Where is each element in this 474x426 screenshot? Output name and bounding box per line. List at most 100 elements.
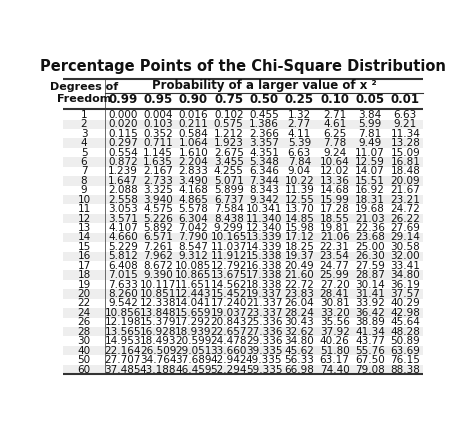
Text: 0.211: 0.211 — [179, 119, 208, 130]
Text: 5.229: 5.229 — [108, 242, 138, 252]
Text: 66.98: 66.98 — [284, 365, 314, 374]
Text: 0.000: 0.000 — [108, 110, 137, 120]
Text: 3.357: 3.357 — [249, 138, 279, 148]
Text: 22.72: 22.72 — [284, 279, 314, 290]
Text: 14: 14 — [77, 233, 91, 242]
Text: 2.833: 2.833 — [179, 167, 209, 176]
Text: 27.69: 27.69 — [390, 223, 420, 233]
Text: 12: 12 — [77, 213, 91, 224]
Bar — [63, 346, 423, 355]
Text: 9.299: 9.299 — [214, 223, 244, 233]
Text: 7.344: 7.344 — [249, 176, 279, 186]
Text: 7.042: 7.042 — [179, 223, 208, 233]
Text: 9.24: 9.24 — [323, 147, 346, 158]
Text: 5.39: 5.39 — [288, 138, 311, 148]
Bar — [63, 195, 423, 204]
Text: 15.452: 15.452 — [210, 289, 247, 299]
Text: 1: 1 — [81, 110, 87, 120]
Text: 0.25: 0.25 — [285, 93, 314, 106]
Text: 34.80: 34.80 — [284, 336, 314, 346]
Text: 0.95: 0.95 — [144, 93, 173, 106]
Text: 24.77: 24.77 — [320, 261, 350, 271]
Text: 37.485: 37.485 — [105, 365, 141, 374]
Text: 1.32: 1.32 — [288, 110, 311, 120]
Text: 0.711: 0.711 — [143, 138, 173, 148]
Text: 19: 19 — [77, 279, 91, 290]
Text: 14.953: 14.953 — [105, 336, 141, 346]
Bar — [63, 252, 423, 261]
Text: 5.812: 5.812 — [108, 251, 138, 261]
Text: 24.72: 24.72 — [390, 204, 420, 214]
Text: 1.212: 1.212 — [214, 129, 244, 139]
Text: 19.68: 19.68 — [355, 204, 385, 214]
Text: 7.261: 7.261 — [143, 242, 173, 252]
Text: 48.28: 48.28 — [390, 327, 420, 337]
Text: 26.30: 26.30 — [355, 251, 385, 261]
Text: 13.565: 13.565 — [105, 327, 141, 337]
Text: 18: 18 — [77, 270, 91, 280]
Text: 33.660: 33.660 — [210, 345, 247, 356]
Text: 10.117: 10.117 — [140, 279, 176, 290]
Text: 6.63: 6.63 — [393, 110, 417, 120]
Text: 34.764: 34.764 — [140, 355, 176, 365]
Text: 23.68: 23.68 — [355, 233, 385, 242]
Text: 15.98: 15.98 — [284, 223, 314, 233]
Bar — [63, 120, 423, 129]
Text: 27.59: 27.59 — [355, 261, 385, 271]
Text: 88.38: 88.38 — [390, 365, 420, 374]
Text: 2.088: 2.088 — [108, 185, 137, 196]
Text: 9.342: 9.342 — [249, 195, 279, 205]
Text: 36.42: 36.42 — [355, 308, 385, 318]
Text: 4.61: 4.61 — [323, 119, 346, 130]
Text: 14.562: 14.562 — [210, 279, 247, 290]
Text: 26.509: 26.509 — [140, 345, 176, 356]
Text: 4.575: 4.575 — [143, 204, 173, 214]
Text: 51.80: 51.80 — [320, 345, 349, 356]
Text: 28.24: 28.24 — [284, 308, 314, 318]
Text: 9.390: 9.390 — [143, 270, 173, 280]
Text: 37.57: 37.57 — [390, 289, 420, 299]
Text: 7.790: 7.790 — [179, 233, 208, 242]
Text: 4.107: 4.107 — [108, 223, 137, 233]
Text: 7.584: 7.584 — [214, 204, 244, 214]
Text: 8.260: 8.260 — [108, 289, 137, 299]
Text: 2.167: 2.167 — [143, 167, 173, 176]
Text: 6.304: 6.304 — [179, 213, 208, 224]
Text: 60: 60 — [77, 365, 91, 374]
Text: 1.610: 1.610 — [179, 147, 208, 158]
Bar — [63, 271, 423, 280]
Text: 30.43: 30.43 — [284, 317, 314, 327]
Text: 16.92: 16.92 — [355, 185, 385, 196]
Text: 6.63: 6.63 — [288, 147, 311, 158]
Text: 7.84: 7.84 — [288, 157, 311, 167]
Text: 45.64: 45.64 — [390, 317, 420, 327]
Text: 22.31: 22.31 — [320, 242, 350, 252]
Text: 3.053: 3.053 — [108, 204, 137, 214]
Text: 11: 11 — [77, 204, 91, 214]
Text: 3.325: 3.325 — [143, 185, 173, 196]
Text: 5.578: 5.578 — [179, 204, 209, 214]
Text: 37.689: 37.689 — [175, 355, 212, 365]
Text: 20.09: 20.09 — [391, 176, 420, 186]
Text: 11.037: 11.037 — [210, 242, 247, 252]
Text: 21.67: 21.67 — [390, 185, 420, 196]
Text: 30.81: 30.81 — [320, 299, 349, 308]
Text: 30.58: 30.58 — [391, 242, 420, 252]
Text: 10.341: 10.341 — [246, 204, 282, 214]
Text: 14.339: 14.339 — [246, 242, 283, 252]
Text: 24: 24 — [77, 308, 91, 318]
Text: 43.77: 43.77 — [355, 336, 385, 346]
Bar — [63, 365, 423, 374]
Text: 22: 22 — [77, 299, 91, 308]
Text: Percentage Points of the Chi-Square Distribution: Percentage Points of the Chi-Square Dist… — [40, 59, 446, 74]
Text: 10.165: 10.165 — [210, 233, 247, 242]
Text: 12.443: 12.443 — [175, 289, 212, 299]
Text: 0.004: 0.004 — [143, 110, 173, 120]
Text: 18.55: 18.55 — [320, 213, 350, 224]
Text: 56.33: 56.33 — [284, 355, 314, 365]
Text: 79.08: 79.08 — [355, 365, 385, 374]
Text: 67.50: 67.50 — [355, 355, 385, 365]
Text: 0.297: 0.297 — [108, 138, 137, 148]
Text: 6.346: 6.346 — [249, 167, 279, 176]
Text: 5.99: 5.99 — [358, 119, 382, 130]
